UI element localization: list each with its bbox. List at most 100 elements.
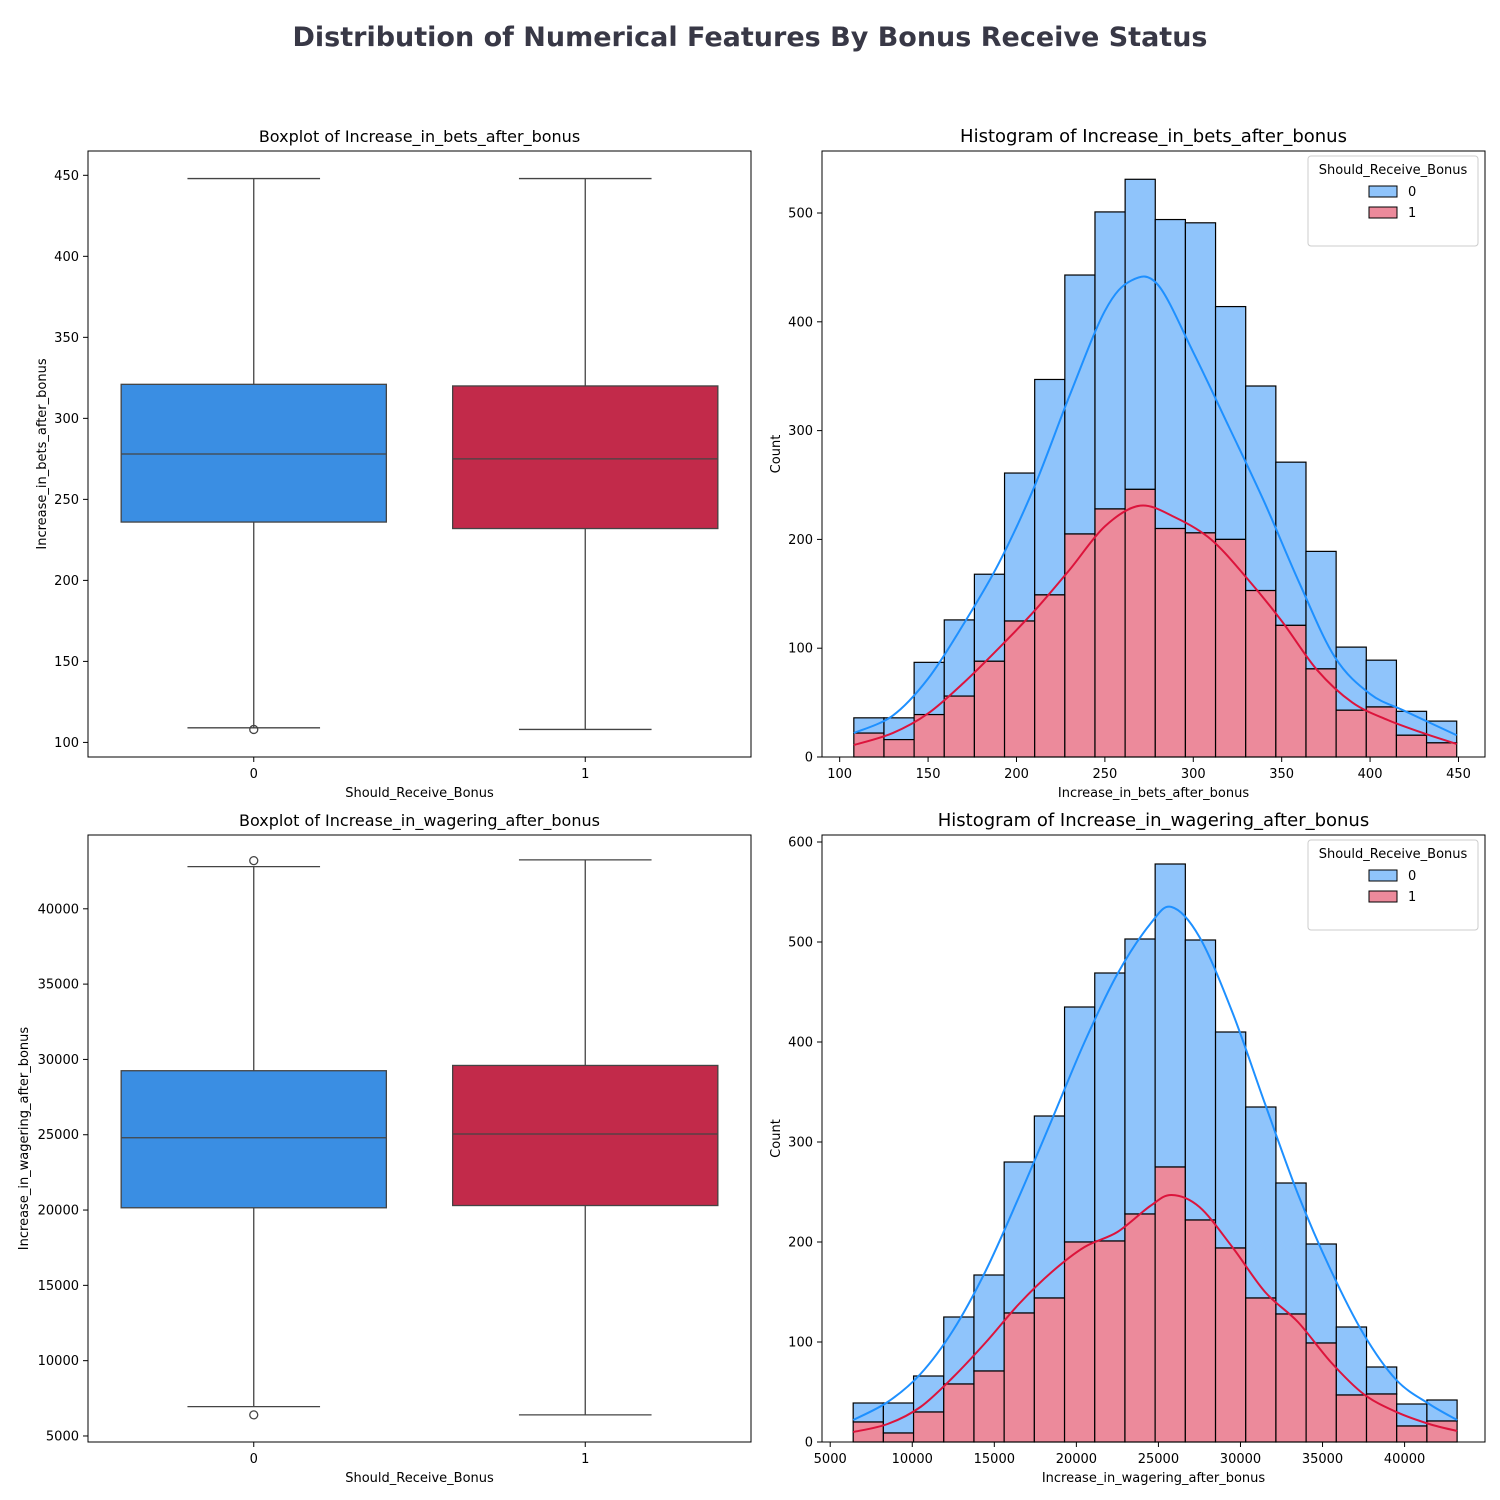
legend-title: Should_Receive_Bonus bbox=[1319, 163, 1468, 178]
x-tick-label-1: 450 bbox=[1446, 767, 1471, 782]
legend-label-1: 1 bbox=[1408, 206, 1416, 221]
y-tick-label-3: 300 bbox=[788, 1136, 813, 1151]
x-tick-label-1: 250 bbox=[1092, 767, 1117, 782]
y-tick-label-0: 300 bbox=[54, 412, 79, 427]
y-tick-label-2: 5000 bbox=[46, 1429, 79, 1444]
hist-bar-0 bbox=[1034, 378, 1066, 596]
panel-title-3: Histogram of Increase_in_wagering_after_… bbox=[938, 810, 1369, 831]
outlier-point bbox=[249, 724, 259, 735]
kde-line-0 bbox=[852, 905, 1458, 1421]
hist-bar-1 bbox=[1184, 532, 1217, 758]
panel-title-2: Boxplot of Increase_in_wagering_after_bo… bbox=[239, 811, 600, 831]
box-0 bbox=[120, 383, 388, 523]
axes-border-0 bbox=[87, 150, 752, 758]
box-0 bbox=[120, 1070, 388, 1209]
outlier-point bbox=[249, 1410, 259, 1420]
x-tick-label-1: 400 bbox=[1358, 767, 1383, 782]
hist-bar-1 bbox=[973, 1370, 1005, 1443]
hist-bar-0 bbox=[912, 1375, 945, 1413]
y-tick-label-0: 450 bbox=[54, 169, 79, 184]
hist-bar-0 bbox=[883, 717, 915, 741]
box-1 bbox=[451, 1064, 719, 1207]
y-axis-label-0: Increase_in_bets_after_bonus bbox=[35, 358, 50, 549]
y-tick-label-0: 250 bbox=[54, 493, 79, 508]
hist-bar-1 bbox=[1245, 589, 1277, 758]
y-tick-label-0: 100 bbox=[54, 736, 79, 751]
hist-bar-1 bbox=[1425, 742, 1458, 758]
hist-bar-1 bbox=[1214, 1247, 1247, 1443]
hist-bar-0 bbox=[1094, 211, 1126, 510]
panel-title-1: Histogram of Increase_in_bets_after_bonu… bbox=[960, 126, 1347, 147]
hist-bar-1 bbox=[1154, 1166, 1186, 1443]
hist-bar-1 bbox=[1335, 1394, 1368, 1443]
hist-bar-0 bbox=[1214, 305, 1247, 541]
hist-bar-0 bbox=[1064, 274, 1096, 535]
hist-bar-1 bbox=[1214, 538, 1247, 758]
hist-bar-1 bbox=[1395, 734, 1428, 758]
y-tick-label-0: 400 bbox=[54, 250, 79, 265]
hist-bar-1 bbox=[853, 732, 885, 758]
x-axis-label-0: Should_Receive_Bonus bbox=[345, 786, 494, 801]
hist-bar-1 bbox=[1245, 1297, 1277, 1443]
x-tick-label-3: 15000 bbox=[974, 1452, 1015, 1467]
x-tick-label-3: 30000 bbox=[1220, 1452, 1261, 1467]
hist-bar-0 bbox=[1063, 1006, 1096, 1243]
hist-bar-0 bbox=[1154, 863, 1186, 1168]
kde-line-0 bbox=[853, 275, 1458, 737]
x-tick-label-3: 5000 bbox=[814, 1452, 847, 1467]
x-axis-label-1: Increase_in_bets_after_bonus bbox=[1058, 786, 1249, 801]
hist-bar-0 bbox=[1275, 461, 1307, 626]
hist-bar-1 bbox=[882, 1432, 915, 1443]
y-tick-label-3: 600 bbox=[788, 836, 813, 851]
legend-title: Should_Receive_Bonus bbox=[1319, 847, 1468, 862]
y-tick-label-0: 350 bbox=[54, 331, 79, 346]
x-tick-label-3: 35000 bbox=[1302, 1452, 1343, 1467]
x-tick-label-3: 10000 bbox=[892, 1452, 933, 1467]
hist-bar-0 bbox=[1003, 1161, 1035, 1314]
y-tick-label-3: 500 bbox=[788, 936, 813, 951]
hist-bar-1 bbox=[1094, 508, 1126, 758]
hist-bar-0 bbox=[1214, 1031, 1247, 1249]
hist-bar-0 bbox=[1124, 938, 1156, 1215]
box-1 bbox=[451, 385, 719, 530]
hist-bar-1 bbox=[1033, 1297, 1066, 1443]
hist-bar-0 bbox=[1033, 1115, 1066, 1299]
kde-line-1 bbox=[853, 504, 1458, 746]
hist-bar-1 bbox=[1154, 527, 1187, 758]
y-tick-label-2: 20000 bbox=[38, 1204, 79, 1219]
legend-box bbox=[1307, 155, 1479, 247]
hist-bar-1 bbox=[1335, 709, 1367, 758]
hist-bar-0 bbox=[1184, 222, 1217, 534]
y-tick-label-3: 100 bbox=[788, 1336, 813, 1351]
y-tick-label-0: 200 bbox=[54, 574, 79, 589]
hist-bar-1 bbox=[1124, 488, 1156, 758]
legend-swatch-0 bbox=[1368, 185, 1398, 198]
axes-border-3 bbox=[821, 834, 1486, 1443]
legend-label-1: 1 bbox=[1408, 890, 1416, 905]
x-tick-label-3: 40000 bbox=[1384, 1452, 1425, 1467]
y-tick-label-3: 0 bbox=[805, 1436, 813, 1451]
kde-line-1 bbox=[852, 1193, 1458, 1433]
hist-bar-0 bbox=[882, 1402, 915, 1434]
hist-bar-0 bbox=[1335, 1326, 1368, 1396]
legend-label-0: 0 bbox=[1408, 869, 1416, 884]
panel-title-0: Boxplot of Increase_in_bets_after_bonus bbox=[259, 127, 580, 147]
y-tick-label-2: 40000 bbox=[38, 902, 79, 917]
y-tick-label-2: 25000 bbox=[38, 1128, 79, 1143]
y-axis-label-1: Count bbox=[769, 435, 784, 474]
x-tick-label-0: 0 bbox=[250, 767, 258, 782]
x-tick-label-3: 20000 bbox=[1056, 1452, 1097, 1467]
y-tick-label-1: 400 bbox=[788, 315, 813, 330]
y-tick-label-1: 200 bbox=[788, 533, 813, 548]
hist-bar-0 bbox=[973, 1274, 1005, 1372]
hist-bar-1 bbox=[1365, 706, 1398, 758]
hist-bar-1 bbox=[1003, 1312, 1035, 1443]
axes-border-1 bbox=[821, 150, 1486, 758]
y-tick-label-2: 15000 bbox=[38, 1279, 79, 1294]
legend-swatch-1 bbox=[1368, 206, 1398, 219]
hist-bar-0 bbox=[1305, 1243, 1337, 1344]
hist-bar-1 bbox=[973, 660, 1006, 758]
hist-bar-1 bbox=[1003, 620, 1036, 758]
x-axis-label-3: Increase_in_wagering_after_bonus bbox=[1042, 1471, 1266, 1486]
hist-bar-0 bbox=[1245, 1106, 1277, 1299]
